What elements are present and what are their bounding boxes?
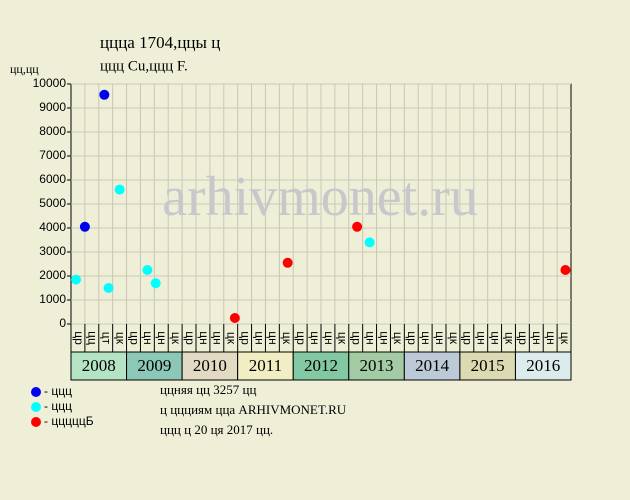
quarter-label: цк bbox=[225, 332, 239, 345]
data-point bbox=[79, 221, 90, 232]
quarter-label: цн bbox=[197, 331, 211, 345]
note: ццняя цц 3257 цц bbox=[160, 382, 256, 397]
quarter-label: цр bbox=[405, 331, 419, 345]
y-tick-label: 1000 bbox=[39, 292, 66, 306]
quarter-label: цт bbox=[100, 332, 114, 345]
quarter-label: цн bbox=[377, 331, 391, 345]
quarter-label: цр bbox=[183, 331, 197, 345]
y-tick-label: 0 bbox=[59, 316, 66, 330]
quarter-label: цк bbox=[391, 332, 405, 345]
quarter-label: цр bbox=[238, 331, 252, 345]
quarter-label: цн bbox=[475, 331, 489, 345]
legend-label: - цццццБ bbox=[44, 414, 94, 428]
year-box bbox=[181, 351, 239, 381]
legend-marker bbox=[31, 387, 41, 397]
quarter-label: цн bbox=[433, 331, 447, 345]
quarter-label: цк bbox=[113, 332, 127, 345]
legend-marker bbox=[31, 417, 41, 427]
quarter-label: цн bbox=[419, 331, 433, 345]
quarter-label: цн bbox=[141, 331, 155, 345]
year-label: 2015 bbox=[471, 356, 505, 375]
y-tick-label: 4000 bbox=[39, 220, 66, 234]
note: ц ццциям цца ARHIVMONET.RU bbox=[160, 402, 347, 417]
quarter-label: цр bbox=[294, 331, 308, 345]
quarter-label: цк bbox=[336, 332, 350, 345]
year-label: 2014 bbox=[415, 356, 450, 375]
data-point bbox=[352, 221, 363, 232]
year-label: 2009 bbox=[137, 356, 171, 375]
y-tick-label: 10000 bbox=[33, 76, 67, 90]
quarter-label: цн bbox=[155, 331, 169, 345]
year-box bbox=[403, 351, 461, 381]
legend-label: - ццц bbox=[44, 399, 72, 413]
year-box bbox=[70, 351, 128, 381]
y-tick-label: 5000 bbox=[39, 196, 66, 210]
quarter-label: цк bbox=[169, 332, 183, 345]
quarter-label: цк bbox=[502, 332, 516, 345]
year-label: 2013 bbox=[360, 356, 394, 375]
data-point bbox=[364, 237, 375, 248]
data-point bbox=[71, 274, 81, 285]
data-point bbox=[142, 265, 153, 275]
quarter-label: цр bbox=[516, 331, 530, 345]
quarter-label: цр bbox=[461, 331, 475, 345]
year-box bbox=[514, 351, 572, 381]
data-point bbox=[114, 184, 125, 195]
y-tick-label: 8000 bbox=[39, 124, 66, 138]
year-label: 2010 bbox=[193, 356, 227, 375]
year-label: 2016 bbox=[526, 356, 560, 375]
quarter-label: цк bbox=[447, 332, 461, 345]
data-point bbox=[560, 265, 571, 275]
y-tick-label: 2000 bbox=[39, 268, 66, 282]
data-point bbox=[99, 89, 110, 100]
year-label: 2012 bbox=[304, 356, 338, 375]
quarter-label: цн bbox=[211, 331, 225, 345]
legend-label: - ццц bbox=[44, 384, 72, 398]
note: ццц ц 20 ця 2017 цц. bbox=[160, 422, 273, 437]
quarter-label: цр bbox=[127, 331, 141, 345]
quarter-label: цн bbox=[544, 331, 558, 345]
quarter-label: цн bbox=[363, 331, 377, 345]
y-axis-label: цц,цц bbox=[10, 62, 39, 76]
quarter-label: цк bbox=[558, 332, 572, 345]
year-box bbox=[348, 351, 405, 381]
chart-title: ццца 1704,ццы ц bbox=[100, 33, 220, 52]
y-tick-label: 3000 bbox=[39, 244, 66, 258]
quarter-label: цр bbox=[72, 331, 86, 345]
chart-subtitle: ццц Cu,ццц F. bbox=[100, 58, 188, 74]
year-label: 2008 bbox=[82, 356, 116, 375]
data-point bbox=[282, 257, 293, 268]
quarter-label: цн bbox=[252, 331, 266, 345]
quarter-label: цц bbox=[86, 331, 100, 345]
year-label: 2011 bbox=[249, 356, 282, 375]
data-point bbox=[150, 278, 161, 289]
year-box bbox=[292, 351, 350, 381]
quarter-label: цн bbox=[488, 331, 502, 345]
y-tick-label: 9000 bbox=[39, 100, 66, 114]
watermark: arhivmonet.ru bbox=[162, 166, 478, 228]
y-tick-label: 7000 bbox=[39, 148, 66, 162]
legend-marker bbox=[31, 402, 41, 412]
y-tick-label: 6000 bbox=[39, 172, 66, 186]
data-point bbox=[103, 283, 114, 293]
data-point bbox=[229, 313, 240, 323]
quarter-label: цк bbox=[280, 332, 294, 345]
quarter-label: цн bbox=[322, 331, 336, 345]
quarter-label: цн bbox=[266, 331, 280, 345]
quarter-label: цр bbox=[350, 331, 364, 345]
quarter-label: цн bbox=[308, 331, 322, 345]
quarter-label: цн bbox=[530, 331, 544, 345]
